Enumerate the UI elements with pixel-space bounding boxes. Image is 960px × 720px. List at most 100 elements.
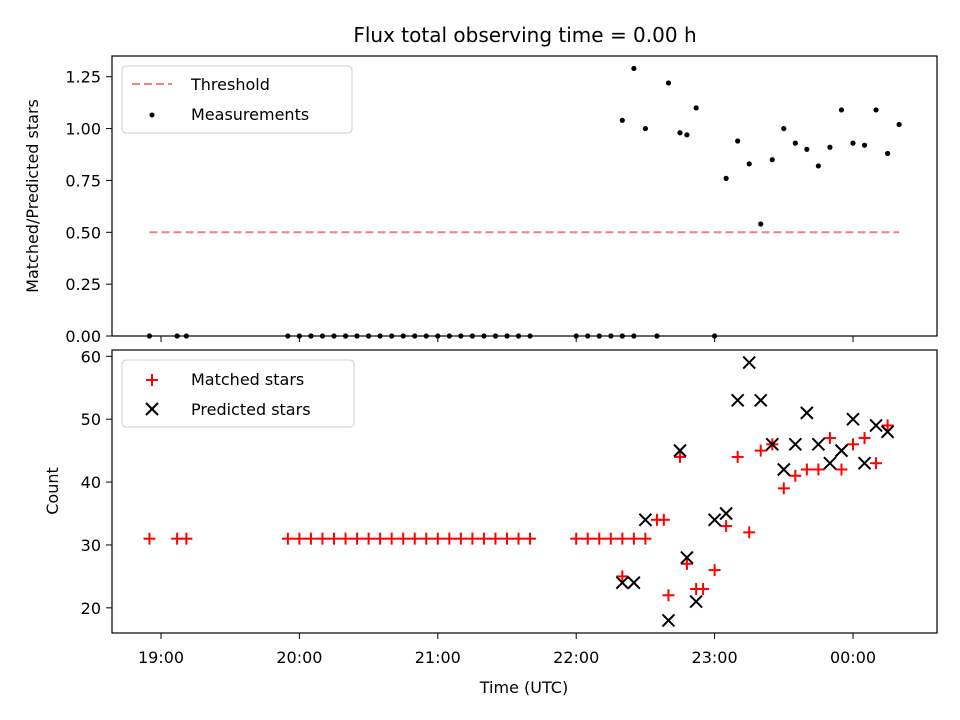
- matched-star-point: [466, 532, 479, 545]
- predicted-star-point: [730, 393, 745, 408]
- predicted-legend-marker: [145, 402, 159, 416]
- measurements-legend-label: Measurements: [191, 105, 309, 124]
- bottom-y-axis-label: Count: [43, 467, 62, 515]
- predicted-star-point: [823, 456, 837, 470]
- matched-star-point: [431, 532, 444, 545]
- matched-star-point: [316, 532, 329, 545]
- measurement-point: [684, 132, 690, 138]
- bottom-legend-box: [121, 359, 355, 428]
- matched-star-point: [639, 532, 652, 545]
- predicted-star-point: [777, 462, 791, 477]
- bottom-plot-data: [143, 355, 895, 628]
- x-tick-label: 20:00: [276, 648, 322, 667]
- top-y-tick-label: 0.50: [65, 223, 101, 242]
- x-tick-label: 23:00: [692, 648, 738, 667]
- predicted-star-point: [846, 412, 860, 426]
- measurement-point: [758, 221, 764, 227]
- matched-star-point: [731, 450, 744, 463]
- matched-star-point: [657, 513, 670, 526]
- top-legend: Threshold Measurements: [121, 65, 353, 134]
- matched-star-point: [581, 532, 594, 545]
- bottom-legend: Matched stars Predicted stars: [121, 359, 355, 428]
- bottom-plot-frame: [111, 349, 938, 634]
- predicted-star-point: [754, 393, 768, 408]
- top-plot-frame: [111, 55, 938, 337]
- bottom-y-tick-label: 30: [81, 536, 101, 555]
- measurement-point: [827, 144, 833, 150]
- measurement-point: [838, 107, 845, 113]
- measurement-point: [885, 150, 891, 157]
- matched-star-point: [616, 570, 629, 583]
- bottom-y-tick-label: 40: [81, 473, 101, 492]
- threshold-legend-label: Threshold: [190, 75, 270, 94]
- predicted-star-point: [800, 406, 814, 420]
- matched-star-point: [374, 532, 387, 545]
- measurement-point: [642, 125, 649, 132]
- predicted-star-point: [811, 437, 826, 452]
- matched-star-point: [593, 532, 606, 545]
- matched-star-point: [743, 526, 756, 539]
- top-x-ticks: [160, 336, 854, 342]
- matched-star-point: [708, 564, 721, 577]
- x-tick-label: 21:00: [415, 648, 461, 667]
- top-y-tick-label: 0.25: [65, 275, 101, 294]
- matched-star-point: [351, 532, 364, 545]
- predicted-star-point: [707, 513, 722, 527]
- matched-star-point: [385, 532, 398, 545]
- matched-star-point: [524, 532, 537, 545]
- top-y-tick-label: 0.75: [65, 171, 101, 190]
- predicted-star-point: [673, 443, 687, 458]
- measurement-point: [850, 140, 856, 146]
- predicted-star-point: [689, 594, 703, 609]
- matched-star-point: [777, 482, 790, 495]
- predicted-star-point: [627, 575, 641, 590]
- measurement-point: [619, 117, 625, 123]
- matched-star-point: [754, 444, 767, 457]
- measurement-point: [665, 80, 672, 86]
- measurement-point: [873, 107, 879, 113]
- measurement-point: [631, 65, 637, 72]
- measurement-point: [735, 138, 741, 144]
- matched-star-point: [512, 532, 525, 545]
- x-axis-label: Time (UTC): [479, 678, 568, 697]
- predicted-star-point: [880, 425, 895, 439]
- bottom-subplot: 20 30 40 50 60 19:00 20:00 21:00 22:00 23:00 00:0…: [43, 347, 938, 697]
- bottom-y-tick-label: 50: [81, 410, 101, 429]
- measurement-point: [804, 146, 810, 152]
- matched-star-point: [570, 532, 583, 545]
- predicted-legend-label: Predicted stars: [191, 400, 311, 419]
- top-y-tick-label: 0.00: [65, 327, 101, 346]
- measurements-legend-marker: [149, 112, 155, 118]
- measurement-point: [815, 163, 822, 169]
- matched-star-point: [662, 589, 675, 602]
- matched-star-point: [697, 582, 710, 595]
- matched-star-point: [397, 532, 410, 545]
- x-tick-label: 22:00: [553, 648, 599, 667]
- matched-star-point: [180, 532, 193, 545]
- top-y-ticks: 0.00 0.25 0.50 0.75 1.00 1.25: [65, 68, 112, 346]
- x-tick-label: 00:00: [830, 648, 876, 667]
- predicted-star-point: [719, 506, 733, 521]
- matched-star-point: [823, 432, 836, 445]
- predicted-star-point: [869, 418, 883, 433]
- measurement-point: [792, 140, 798, 146]
- predicted-star-point: [615, 575, 630, 590]
- matched-legend-marker: [146, 374, 158, 386]
- matched-star-point: [408, 532, 421, 545]
- matched-star-point: [680, 557, 693, 570]
- top-y-axis-label: Matched/Predicted stars: [23, 99, 42, 293]
- measurement-point: [723, 175, 729, 181]
- matched-star-point: [674, 450, 686, 463]
- bottom-y-ticks: 20 30 40 50 60: [81, 347, 112, 618]
- matched-star-point: [293, 532, 306, 545]
- matched-star-point: [858, 432, 871, 445]
- measurement-point: [781, 125, 787, 132]
- predicted-star-point: [680, 550, 694, 565]
- top-legend-box: [121, 65, 353, 134]
- matched-star-point: [328, 532, 340, 545]
- measurement-point: [861, 142, 868, 148]
- matched-legend-label: Matched stars: [191, 370, 304, 389]
- matched-star-point: [454, 532, 467, 545]
- predicted-star-point: [765, 437, 779, 452]
